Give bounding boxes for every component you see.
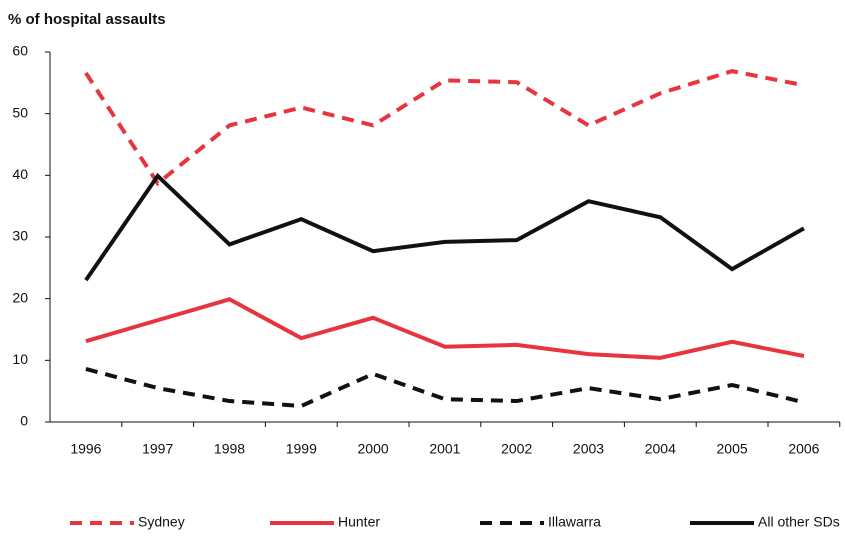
- legend-label: Hunter: [338, 514, 380, 530]
- y-tick-label: 30: [12, 228, 28, 244]
- x-tick-label: 2000: [358, 441, 389, 457]
- y-tick-label: 10: [12, 351, 28, 367]
- legend-label: Sydney: [138, 514, 185, 530]
- x-tick-label: 1997: [142, 441, 173, 457]
- y-tick-label: 50: [12, 104, 28, 120]
- x-tick-label: 2006: [788, 441, 819, 457]
- y-tick-label: 60: [12, 43, 28, 59]
- y-tick-label: 0: [20, 413, 28, 429]
- y-tick-label: 40: [12, 166, 28, 182]
- y-tick-label: 20: [12, 289, 28, 305]
- x-tick-label: 2003: [573, 441, 604, 457]
- x-tick-label: 2001: [429, 441, 460, 457]
- legend-label: All other SDs: [758, 514, 840, 530]
- x-tick-label: 1996: [70, 441, 101, 457]
- x-tick-label: 2002: [501, 441, 532, 457]
- x-tick-label: 2005: [717, 441, 748, 457]
- chart-title: % of hospital assaults: [8, 11, 166, 28]
- x-tick-label: 2004: [645, 441, 676, 457]
- series-line: [85, 297, 805, 360]
- series-line: [85, 367, 805, 408]
- series-line: [84, 69, 805, 187]
- series-line: [84, 172, 805, 282]
- x-tick-label: 1998: [214, 441, 245, 457]
- legend-label: Illawarra: [548, 514, 601, 530]
- x-tick-label: 1999: [286, 441, 317, 457]
